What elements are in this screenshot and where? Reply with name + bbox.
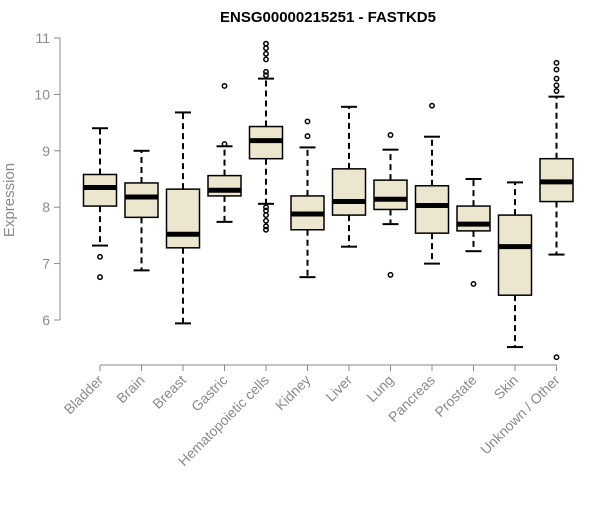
iqr-box xyxy=(456,205,491,232)
iqr-box xyxy=(82,173,118,207)
x-tick-label: Unknown / Other xyxy=(477,372,563,458)
outlier-point xyxy=(263,217,269,224)
outlier-point xyxy=(553,66,560,73)
y-tick-label: 11 xyxy=(35,30,50,46)
box-breast xyxy=(165,111,201,325)
y-tick-label: 7 xyxy=(42,256,50,272)
box-kidney xyxy=(290,118,325,279)
box-liver xyxy=(331,105,367,248)
iqr-box xyxy=(165,188,201,249)
boxes-group xyxy=(82,40,574,361)
outlier-point xyxy=(553,88,560,94)
x-tick-label: Brain xyxy=(113,372,147,406)
outlier-point xyxy=(470,280,477,287)
y-tick-label: 9 xyxy=(42,143,50,159)
x-tick-label: Lung xyxy=(363,372,396,405)
box-pancreas xyxy=(414,102,450,265)
outlier-point xyxy=(304,133,311,140)
iqr-box xyxy=(124,182,159,219)
box-hematopoietic-cells xyxy=(248,40,284,233)
box-gastric xyxy=(207,82,242,223)
box-prostate xyxy=(456,178,491,287)
box-bladder xyxy=(82,127,118,281)
outlier-point xyxy=(263,226,269,233)
box-unknown-other xyxy=(539,59,574,361)
x-tick-label: Breast xyxy=(149,372,189,412)
y-tick-label: 8 xyxy=(42,199,50,215)
outlier-point xyxy=(263,40,269,47)
outlier-point xyxy=(263,45,269,52)
iqr-box xyxy=(414,185,450,234)
outlier-point xyxy=(429,102,435,109)
outlier-point xyxy=(553,354,560,361)
outlier-point xyxy=(221,141,228,147)
x-tick-label: Prostate xyxy=(431,372,479,420)
outlier-point xyxy=(263,72,269,79)
outlier-point xyxy=(387,271,394,278)
outlier-point xyxy=(263,204,269,211)
box-brain xyxy=(124,149,159,272)
outlier-point xyxy=(263,223,269,230)
outlier-point xyxy=(387,132,394,138)
x-tick-label: Kidney xyxy=(272,372,314,414)
outlier-point xyxy=(553,82,560,89)
box-lung xyxy=(373,132,408,278)
outlier-point xyxy=(221,82,228,89)
y-tick-label: 6 xyxy=(42,312,50,328)
outlier-point xyxy=(263,207,269,214)
outlier-point xyxy=(97,274,103,281)
chart-title: ENSG00000215251 - FASTKD5 xyxy=(220,9,436,26)
x-tick-label: Skin xyxy=(491,372,522,403)
iqr-box xyxy=(497,214,533,296)
iqr-box xyxy=(207,174,242,197)
outlier-point xyxy=(263,68,269,75)
y-tick-label: 10 xyxy=(34,86,50,102)
outlier-point xyxy=(263,212,269,219)
x-tick-label: Bladder xyxy=(61,372,107,418)
iqr-box xyxy=(331,168,367,216)
outlier-point xyxy=(553,75,560,82)
outlier-point xyxy=(97,253,103,260)
outlier-point xyxy=(553,59,560,66)
axes: 6 7 8 9 10 11 xyxy=(34,30,557,371)
y-axis-label: Expression xyxy=(1,163,18,237)
outlier-point xyxy=(304,118,311,125)
outlier-point xyxy=(263,56,269,63)
outlier-point xyxy=(263,50,269,57)
x-tick-label: Liver xyxy=(322,372,355,405)
iqr-box xyxy=(373,179,408,211)
box-skin xyxy=(497,181,533,349)
